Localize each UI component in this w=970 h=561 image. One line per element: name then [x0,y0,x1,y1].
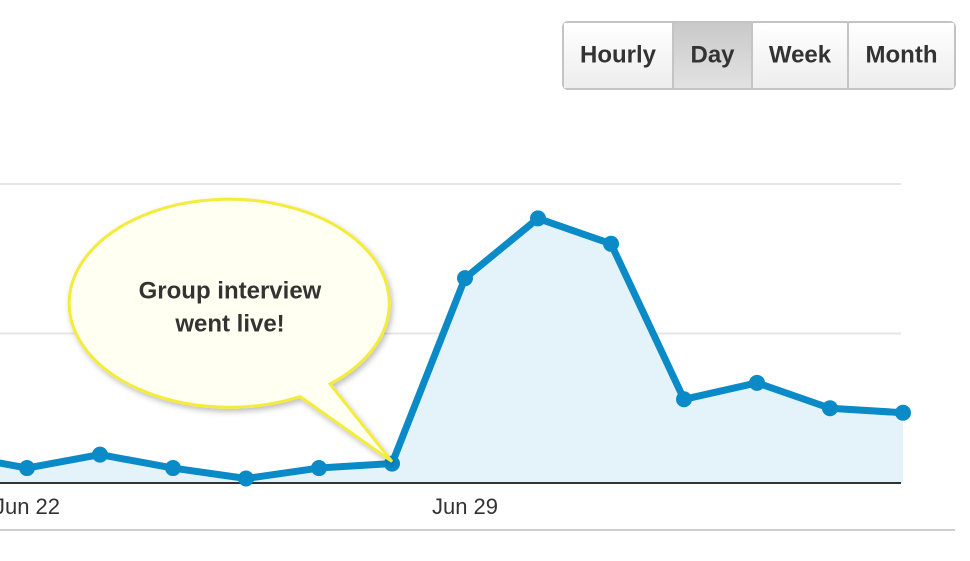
point [311,460,327,477]
point [822,400,838,417]
x-tick-label: Jun 29 [432,494,498,519]
point [603,235,619,252]
range-button-label[interactable]: Week [769,41,832,68]
point [19,460,35,477]
point [165,460,181,477]
point [92,446,108,463]
range-button[interactable] [564,23,672,88]
annotation: Group interview went live! [67,197,394,463]
point [457,270,473,287]
range-button-label[interactable]: Day [690,41,735,68]
selector-frame [562,21,956,90]
callout-bubble [67,197,394,463]
callout-text: Group interview [139,277,322,304]
point [530,210,546,227]
point [238,470,254,487]
range-button-label[interactable]: Hourly [580,41,657,68]
callout-text: went live! [174,310,284,337]
area [0,218,903,483]
range-button-label[interactable]: Month [866,41,938,68]
range-button[interactable] [753,23,847,88]
point [895,404,911,421]
point [749,374,765,391]
range-button[interactable] [849,23,954,88]
line [0,214,904,483]
range-button[interactable] [674,23,751,88]
point [676,391,692,408]
x-tick-label: Jun 22 [0,494,60,519]
range-selector: Hourly Day Week Month [562,21,956,90]
